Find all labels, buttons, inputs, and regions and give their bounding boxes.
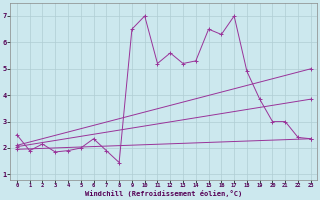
X-axis label: Windchill (Refroidissement éolien,°C): Windchill (Refroidissement éolien,°C) (85, 190, 243, 197)
